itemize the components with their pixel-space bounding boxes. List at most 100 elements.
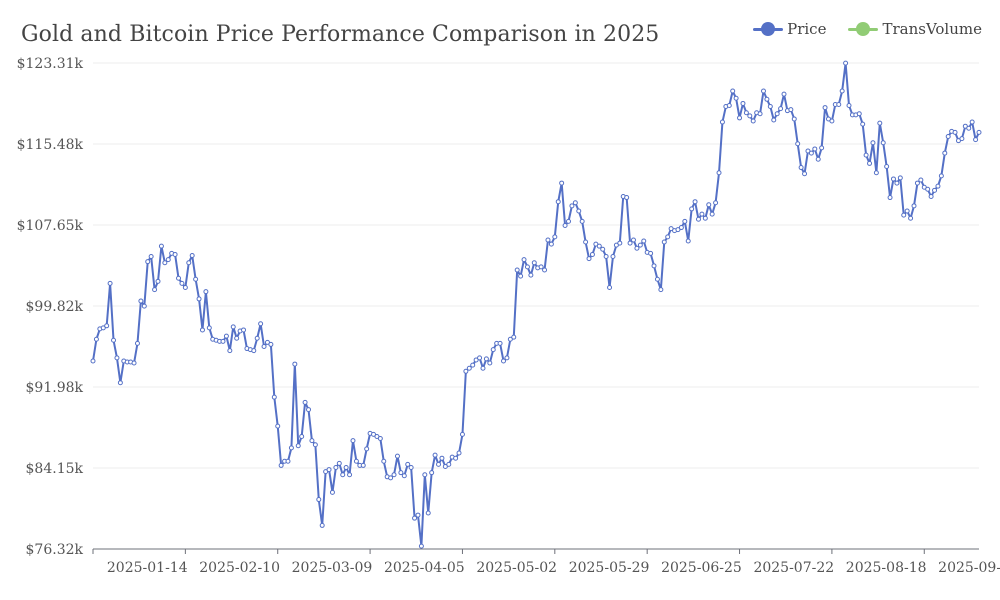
price-data-point [867, 160, 873, 166]
price-data-point [579, 218, 585, 224]
price-data-point [788, 107, 794, 113]
price-data-point [340, 472, 346, 478]
price-data-point [326, 467, 332, 473]
price-data-point [856, 111, 862, 117]
legend-item-price[interactable]: Price [753, 20, 826, 38]
price-data-point [391, 472, 397, 478]
price-data-point [760, 88, 766, 94]
price-data-point [822, 105, 828, 111]
price-data-point [566, 218, 571, 224]
y-tick-label: $123.31k [17, 56, 84, 72]
price-data-point [497, 340, 503, 346]
price-data-point [548, 241, 554, 247]
price-data-point [778, 106, 784, 112]
price-data-point [654, 276, 660, 282]
price-data-point [877, 120, 883, 126]
price-data-point [976, 129, 982, 135]
price-data-point [637, 242, 643, 248]
price-data-point [377, 436, 383, 442]
price-data-point [285, 458, 291, 464]
x-tick-label: 2025-03-09 [292, 560, 373, 576]
x-tick-label: 2025-05-02 [476, 560, 557, 576]
price-data-point [152, 287, 158, 293]
price-data-point [206, 325, 212, 331]
price-data-point [815, 156, 821, 162]
price-data-point [767, 104, 773, 110]
price-data-point [501, 358, 506, 364]
price-data-point [299, 433, 305, 439]
price-data-point [586, 256, 592, 262]
price-data-point [456, 450, 462, 456]
price-data-point [593, 241, 599, 247]
price-data-point [781, 91, 787, 97]
price-data-point [665, 234, 671, 240]
price-data-point [880, 140, 886, 146]
price-data-point [791, 116, 797, 122]
price-data-point [894, 180, 900, 186]
y-tick-label: $76.32k [26, 542, 84, 558]
price-data-point [925, 186, 931, 192]
price-data-point [651, 263, 657, 269]
price-data-point [418, 543, 424, 549]
price-data-point [264, 339, 270, 345]
price-data-point [562, 222, 568, 228]
price-data-point [398, 470, 404, 476]
price-data-point [145, 259, 151, 265]
price-data-point [648, 250, 654, 256]
price-data-point [935, 183, 941, 189]
price-data-point [641, 238, 647, 244]
price-data-point [271, 394, 277, 400]
y-tick-label: $84.15k [26, 461, 84, 477]
price-data-point [839, 88, 845, 94]
legend-item-transvolume[interactable]: TransVolume [848, 20, 982, 38]
price-data-point [446, 461, 452, 467]
x-tick-label: 2025-02-10 [199, 560, 280, 576]
price-data-point [819, 145, 825, 151]
price-data-point [504, 355, 510, 361]
price-data-point [511, 334, 517, 340]
x-tick-label: 2025-05-29 [569, 560, 650, 576]
price-data-point [737, 115, 743, 121]
price-data-point [689, 206, 695, 212]
price-data-point [897, 175, 903, 181]
price-data-point [764, 96, 770, 102]
price-data-point [555, 199, 561, 205]
price-data-point [329, 489, 335, 495]
price-data-point [771, 117, 777, 123]
price-data-point [607, 285, 613, 291]
legend-label-price: Price [787, 20, 827, 38]
price-data-point [884, 164, 890, 170]
price-data-point [627, 240, 633, 246]
price-data-point [887, 195, 893, 201]
price-data-point [843, 60, 849, 66]
price-data-point [117, 380, 123, 386]
price-data-point [829, 118, 835, 124]
price-data-point [969, 119, 975, 125]
price-data-point [483, 356, 489, 362]
price-data-point [425, 510, 431, 516]
price-data-point [911, 203, 917, 209]
price-data-point [743, 110, 749, 116]
price-data-point [100, 325, 106, 331]
price-data-point [973, 137, 979, 143]
price-data-point [921, 184, 927, 190]
price-data-point [241, 327, 247, 333]
price-data-point [846, 103, 852, 109]
price-data-point [172, 251, 178, 257]
price-data-point [374, 433, 380, 439]
price-data-point [189, 252, 195, 258]
price-data-point [692, 199, 698, 205]
price-data-point [719, 119, 725, 125]
price-data-point [730, 88, 736, 94]
y-tick-label: $91.98k [26, 380, 84, 396]
price-data-point [261, 343, 267, 349]
price-data-point [890, 176, 896, 182]
x-tick-label: 2025-04-05 [384, 560, 465, 576]
price-data-point [825, 116, 831, 122]
price-data-point [962, 123, 968, 129]
price-data-point [589, 251, 595, 257]
price-data-point [583, 239, 589, 245]
price-data-point [747, 113, 753, 119]
price-data-point [131, 360, 137, 366]
price-data-point [576, 208, 582, 214]
